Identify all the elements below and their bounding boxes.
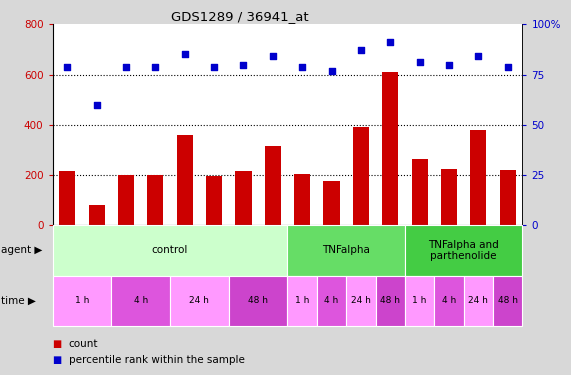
Bar xyxy=(471,130,486,225)
Bar xyxy=(118,175,134,225)
Text: GDS1289 / 36941_at: GDS1289 / 36941_at xyxy=(171,10,309,24)
Text: 48 h: 48 h xyxy=(498,296,518,305)
Text: ■: ■ xyxy=(53,355,62,365)
Text: 1 h: 1 h xyxy=(295,296,309,305)
Bar xyxy=(376,276,405,326)
Point xyxy=(151,63,160,69)
Bar xyxy=(170,276,229,326)
Text: percentile rank within the sample: percentile rank within the sample xyxy=(69,355,244,365)
Bar xyxy=(382,72,399,225)
Text: TNFalpha and
parthenolide: TNFalpha and parthenolide xyxy=(428,240,499,261)
Bar xyxy=(324,181,340,225)
Point xyxy=(503,63,512,69)
Bar xyxy=(176,135,193,225)
Bar xyxy=(500,170,516,225)
Text: control: control xyxy=(152,245,188,255)
Bar xyxy=(317,276,346,326)
Point xyxy=(327,68,336,74)
Text: 24 h: 24 h xyxy=(351,296,371,305)
Text: 4 h: 4 h xyxy=(442,296,456,305)
Point xyxy=(239,62,248,68)
Text: time ▶: time ▶ xyxy=(1,296,35,306)
Bar xyxy=(353,127,369,225)
Bar xyxy=(89,205,104,225)
Bar xyxy=(412,159,428,225)
Bar xyxy=(206,176,222,225)
Point xyxy=(63,63,72,69)
Point xyxy=(444,62,453,68)
Text: 48 h: 48 h xyxy=(380,296,400,305)
Point xyxy=(297,63,307,69)
Point xyxy=(180,51,189,57)
Point xyxy=(92,102,101,108)
Bar xyxy=(147,175,163,225)
Bar xyxy=(464,276,493,326)
Bar xyxy=(346,276,376,326)
Bar xyxy=(288,225,405,276)
Point xyxy=(268,54,278,60)
Text: TNFalpha: TNFalpha xyxy=(322,245,370,255)
Text: 1 h: 1 h xyxy=(75,296,89,305)
Text: 1 h: 1 h xyxy=(412,296,427,305)
Text: 24 h: 24 h xyxy=(468,296,488,305)
Bar xyxy=(235,171,251,225)
Point xyxy=(386,39,395,45)
Bar xyxy=(435,276,464,326)
Bar xyxy=(229,276,288,326)
Text: ■: ■ xyxy=(53,339,62,349)
Point xyxy=(415,60,424,66)
Bar xyxy=(294,174,310,225)
Bar xyxy=(493,276,522,326)
Bar xyxy=(265,146,281,225)
Text: agent ▶: agent ▶ xyxy=(1,245,42,255)
Text: count: count xyxy=(69,339,98,349)
Point xyxy=(122,63,131,69)
Text: 4 h: 4 h xyxy=(324,296,339,305)
Point xyxy=(210,63,219,69)
Bar xyxy=(441,169,457,225)
Bar xyxy=(288,276,317,326)
Bar xyxy=(59,171,75,225)
Bar xyxy=(53,276,111,326)
Bar xyxy=(111,276,170,326)
Bar xyxy=(405,225,522,276)
Text: 24 h: 24 h xyxy=(190,296,210,305)
Bar xyxy=(405,276,435,326)
Point xyxy=(356,48,365,54)
Point xyxy=(474,54,483,60)
Text: 48 h: 48 h xyxy=(248,296,268,305)
Bar xyxy=(53,225,288,276)
Text: 4 h: 4 h xyxy=(134,296,148,305)
